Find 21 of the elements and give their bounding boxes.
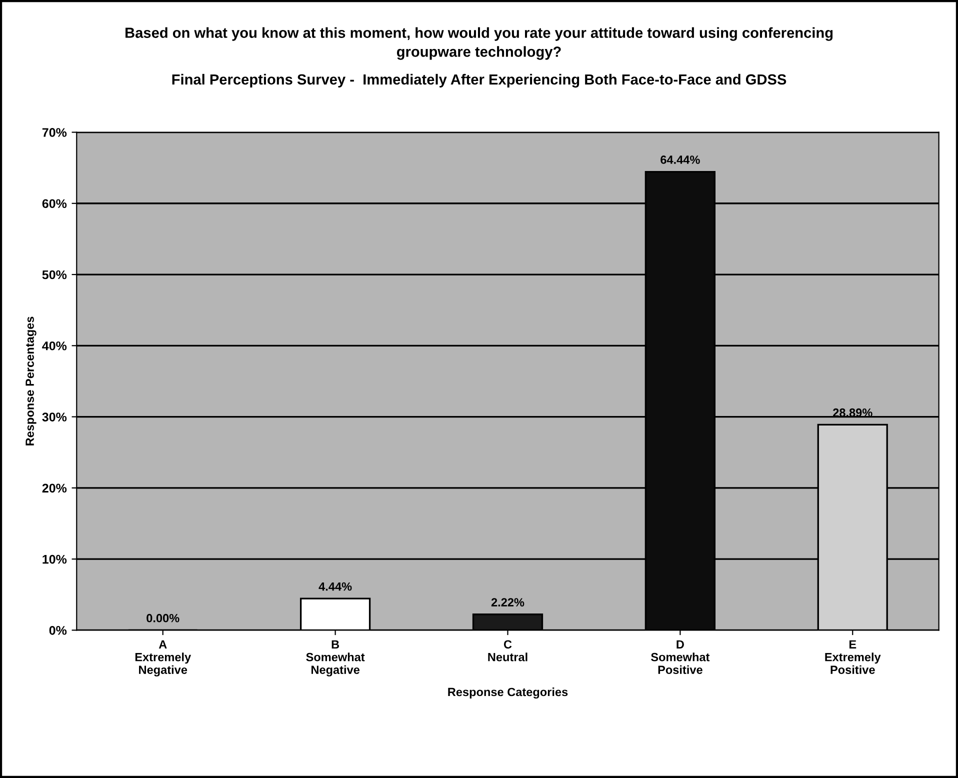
chart-title: Based on what you know at this moment, how would you rate your attitude toward using conferencing groupware technology? — [126, 27, 833, 60]
x-tick-label: E Extremely Positive — [825, 640, 881, 674]
chart-subtitle: Final Perceptions Survey - Immediately After Experiencing Both Face-to-Face and GDSS — [172, 74, 786, 88]
data-label: 64.44% — [660, 156, 700, 164]
x-tick-label: D Somewhat Positive — [651, 640, 710, 674]
y-axis-title: Response Percentages — [26, 316, 36, 446]
data-label: 0.00% — [146, 614, 180, 622]
y-tick-label: 60% — [42, 199, 67, 208]
x-tick-label: B Somewhat Negative — [306, 640, 365, 676]
y-tick-label: 10% — [42, 554, 67, 564]
y-tick-label: 30% — [42, 412, 67, 422]
y-tick-label: 40% — [42, 341, 67, 350]
x-axis-title: Response Categories — [448, 688, 568, 699]
data-label: 4.44% — [318, 582, 352, 591]
x-tick-label: C Neutral — [488, 640, 528, 662]
y-tick-label: 50% — [42, 270, 67, 280]
y-tick-label: 0% — [49, 626, 67, 635]
y-tick-label: 70% — [42, 128, 67, 137]
y-tick-label: 20% — [42, 484, 67, 493]
x-tick-label: A Extremely Negative — [135, 640, 192, 676]
data-label: 2.22% — [491, 598, 524, 606]
